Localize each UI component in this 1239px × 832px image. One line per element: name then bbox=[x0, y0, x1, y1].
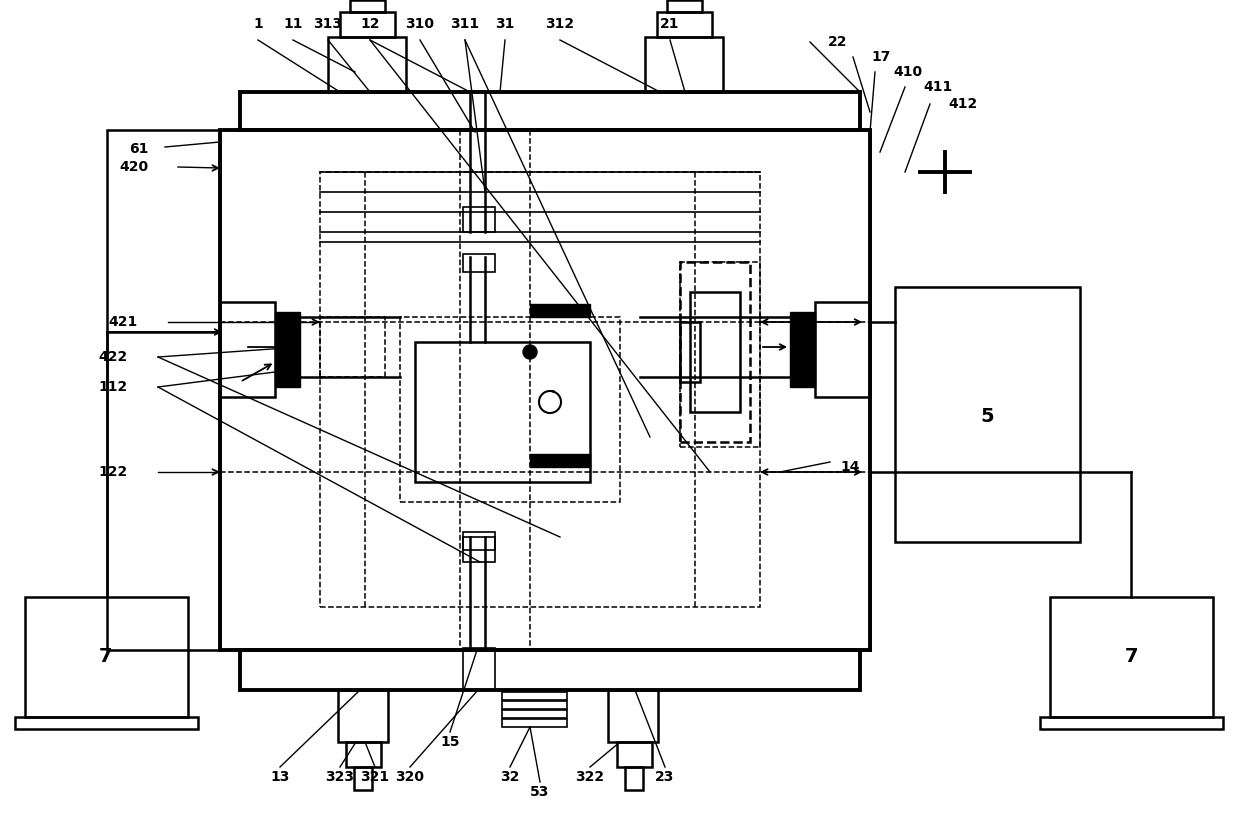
Text: 421: 421 bbox=[109, 315, 138, 329]
Polygon shape bbox=[790, 312, 815, 387]
Polygon shape bbox=[275, 312, 300, 387]
Text: 12: 12 bbox=[361, 17, 379, 31]
Text: 7: 7 bbox=[1124, 647, 1137, 666]
Text: 410: 410 bbox=[893, 65, 922, 79]
Text: 15: 15 bbox=[440, 735, 460, 749]
Text: 112: 112 bbox=[99, 380, 128, 394]
Text: 422: 422 bbox=[99, 350, 128, 364]
Text: 320: 320 bbox=[395, 770, 425, 784]
Text: 11: 11 bbox=[284, 17, 302, 31]
Text: 61: 61 bbox=[129, 142, 147, 156]
Text: 323: 323 bbox=[326, 770, 354, 784]
Text: 5: 5 bbox=[980, 408, 994, 427]
Text: 313: 313 bbox=[313, 17, 342, 31]
Text: 1: 1 bbox=[253, 17, 263, 31]
Polygon shape bbox=[530, 454, 590, 467]
Text: 321: 321 bbox=[361, 770, 389, 784]
Text: 420: 420 bbox=[119, 160, 147, 174]
Text: 411: 411 bbox=[923, 80, 953, 94]
Text: 53: 53 bbox=[530, 785, 550, 799]
Text: 21: 21 bbox=[660, 17, 680, 31]
Text: 23: 23 bbox=[655, 770, 675, 784]
Text: 14: 14 bbox=[840, 460, 860, 474]
Text: 311: 311 bbox=[451, 17, 479, 31]
Text: 17: 17 bbox=[871, 50, 891, 64]
Text: 22: 22 bbox=[828, 35, 847, 49]
Text: 310: 310 bbox=[405, 17, 435, 31]
Polygon shape bbox=[530, 304, 590, 317]
Circle shape bbox=[523, 345, 536, 359]
Text: 412: 412 bbox=[948, 97, 978, 111]
Text: 122: 122 bbox=[99, 465, 128, 479]
Text: 13: 13 bbox=[270, 770, 290, 784]
Text: 322: 322 bbox=[575, 770, 605, 784]
Text: 7: 7 bbox=[99, 647, 113, 666]
Text: 32: 32 bbox=[501, 770, 519, 784]
Text: 312: 312 bbox=[545, 17, 575, 31]
Text: 31: 31 bbox=[496, 17, 514, 31]
